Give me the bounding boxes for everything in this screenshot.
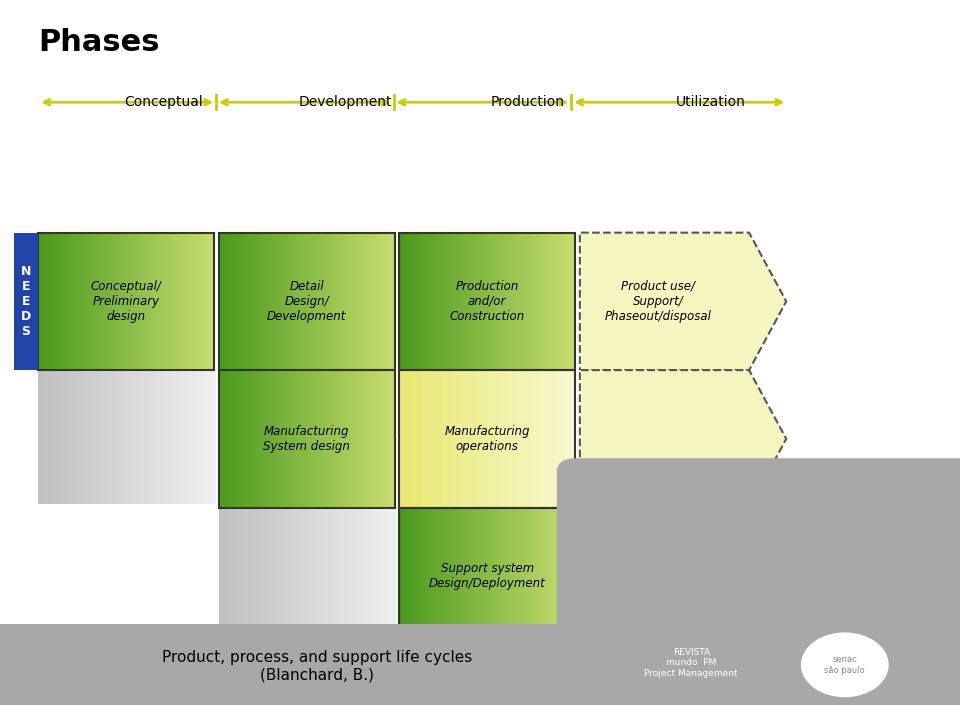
Text: Phases: Phases	[38, 28, 160, 57]
Text: Production
and/or
Construction: Production and/or Construction	[449, 280, 525, 323]
Text: Conceptual: Conceptual	[124, 95, 203, 109]
Polygon shape	[580, 233, 786, 370]
Bar	[219, 370, 395, 508]
Text: N
E
E
D
S: N E E D S	[21, 265, 31, 338]
Bar	[399, 233, 575, 370]
Bar	[219, 233, 395, 370]
Text: senac
são paulo: senac são paulo	[825, 655, 865, 675]
Text: Utilization: Utilization	[676, 95, 745, 109]
Text: Product, process, and support life cycles
(Blanchard, B.): Product, process, and support life cycle…	[161, 650, 472, 682]
Text: Manufacturing
operations: Manufacturing operations	[444, 425, 530, 453]
FancyBboxPatch shape	[557, 458, 960, 705]
Bar	[399, 508, 575, 645]
Text: Production: Production	[491, 95, 565, 109]
Bar	[0, 624, 960, 705]
Text: Product use/
Support/
Phaseout/disposal: Product use/ Support/ Phaseout/disposal	[605, 280, 711, 323]
Polygon shape	[580, 508, 786, 645]
Bar	[14, 233, 38, 370]
Bar	[399, 370, 575, 508]
Circle shape	[802, 633, 888, 697]
Bar	[38, 233, 214, 370]
Text: Support
and Maintenance: Support and Maintenance	[608, 563, 709, 590]
Text: Detail
Design/
Development: Detail Design/ Development	[267, 280, 347, 323]
Text: Manufacturing
System design: Manufacturing System design	[263, 425, 350, 453]
Polygon shape	[580, 370, 786, 508]
Text: Development: Development	[299, 95, 393, 109]
Text: Support system
Design/Deployment: Support system Design/Deployment	[429, 563, 545, 590]
Text: Conceptual/
Preliminary
design: Conceptual/ Preliminary design	[91, 280, 161, 323]
Text: REVISTA
mundo  PM
Project Management: REVISTA mundo PM Project Management	[644, 648, 738, 678]
